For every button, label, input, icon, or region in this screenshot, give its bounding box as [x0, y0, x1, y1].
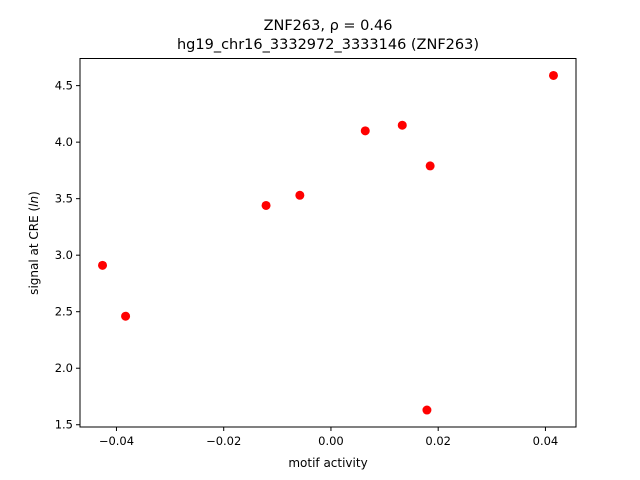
- chart-title-line2: hg19_chr16_3332972_3333146 (ZNF263): [177, 37, 479, 53]
- data-point: [295, 190, 305, 200]
- x-tick-label: 0.02: [425, 434, 451, 448]
- y-axis-label-prefix: signal at CRE (: [27, 207, 41, 295]
- y-tick-label: 2.0: [55, 361, 73, 375]
- data-point: [548, 70, 558, 80]
- y-tick-label: 3.5: [55, 192, 73, 206]
- data-point: [397, 120, 407, 130]
- x-tick-label: −0.02: [206, 434, 241, 448]
- y-tick-label: 3.0: [55, 248, 73, 262]
- data-point: [422, 405, 432, 415]
- chart-title-line1: ZNF263, ρ = 0.46: [264, 18, 393, 34]
- data-point: [261, 200, 271, 210]
- data-point: [98, 260, 108, 270]
- data-point: [121, 311, 131, 321]
- x-axis-label: motif activity: [288, 456, 367, 470]
- data-point: [360, 126, 370, 136]
- y-tick-label: 4.0: [55, 135, 73, 149]
- data-point: [425, 161, 435, 171]
- y-tick-label: 2.5: [55, 305, 73, 319]
- x-tick-label: 0.04: [533, 434, 559, 448]
- x-tick-label: −0.04: [99, 434, 134, 448]
- y-axis-label: signal at CRE (ln): [27, 191, 41, 295]
- x-tick-label: 0.00: [318, 434, 344, 448]
- y-axis-label-unit: ln: [27, 196, 41, 207]
- plot-frame: [79, 58, 577, 428]
- y-tick-label: 1.5: [55, 418, 73, 432]
- y-axis-label-suffix: ): [27, 191, 41, 196]
- y-tick-label: 4.5: [55, 79, 73, 93]
